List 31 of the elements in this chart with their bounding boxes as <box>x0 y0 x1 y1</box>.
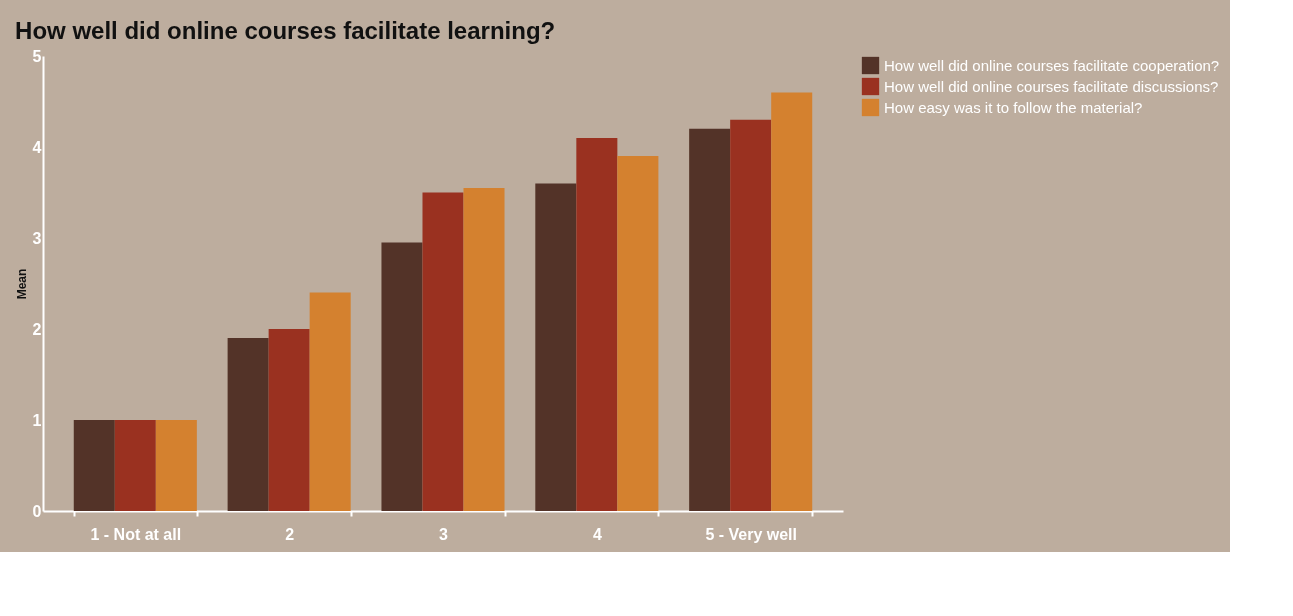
bar <box>114 420 156 511</box>
x-tick-label: 1 - Not at all <box>90 525 182 543</box>
legend-label: How well did online courses facilitate discussions? <box>884 77 1219 95</box>
y-tick-label: 3 <box>32 229 42 247</box>
bar <box>576 137 618 511</box>
legend-label: How well did online courses facilitate cooperation? <box>884 56 1220 74</box>
bar <box>381 242 423 511</box>
bar <box>73 420 115 511</box>
bar <box>730 119 772 511</box>
bar <box>771 92 813 511</box>
y-tick-label: 0 <box>32 502 42 520</box>
y-tick-label: 5 <box>32 47 42 65</box>
bar <box>617 156 659 511</box>
bar <box>155 420 197 511</box>
x-tick-label: 3 <box>439 525 449 543</box>
bar <box>422 192 464 511</box>
x-tick-label: 2 <box>285 525 295 543</box>
y-tick-label: 1 <box>32 411 42 429</box>
bar <box>463 187 505 511</box>
y-tick-label: 2 <box>32 320 42 338</box>
bar <box>268 329 310 511</box>
bar <box>309 292 351 511</box>
x-tick-label: 4 <box>592 525 602 543</box>
bar <box>689 128 731 511</box>
legend-label: How easy was it to follow the material? <box>884 98 1143 116</box>
y-axis-title: Mean <box>14 268 29 300</box>
bar <box>535 183 577 511</box>
y-tick-label: 4 <box>32 138 42 156</box>
x-tick-label: 5 - Very well <box>705 525 797 543</box>
chart-title: How well did online courses facilitate learning? <box>15 17 556 44</box>
bar <box>227 338 269 511</box>
